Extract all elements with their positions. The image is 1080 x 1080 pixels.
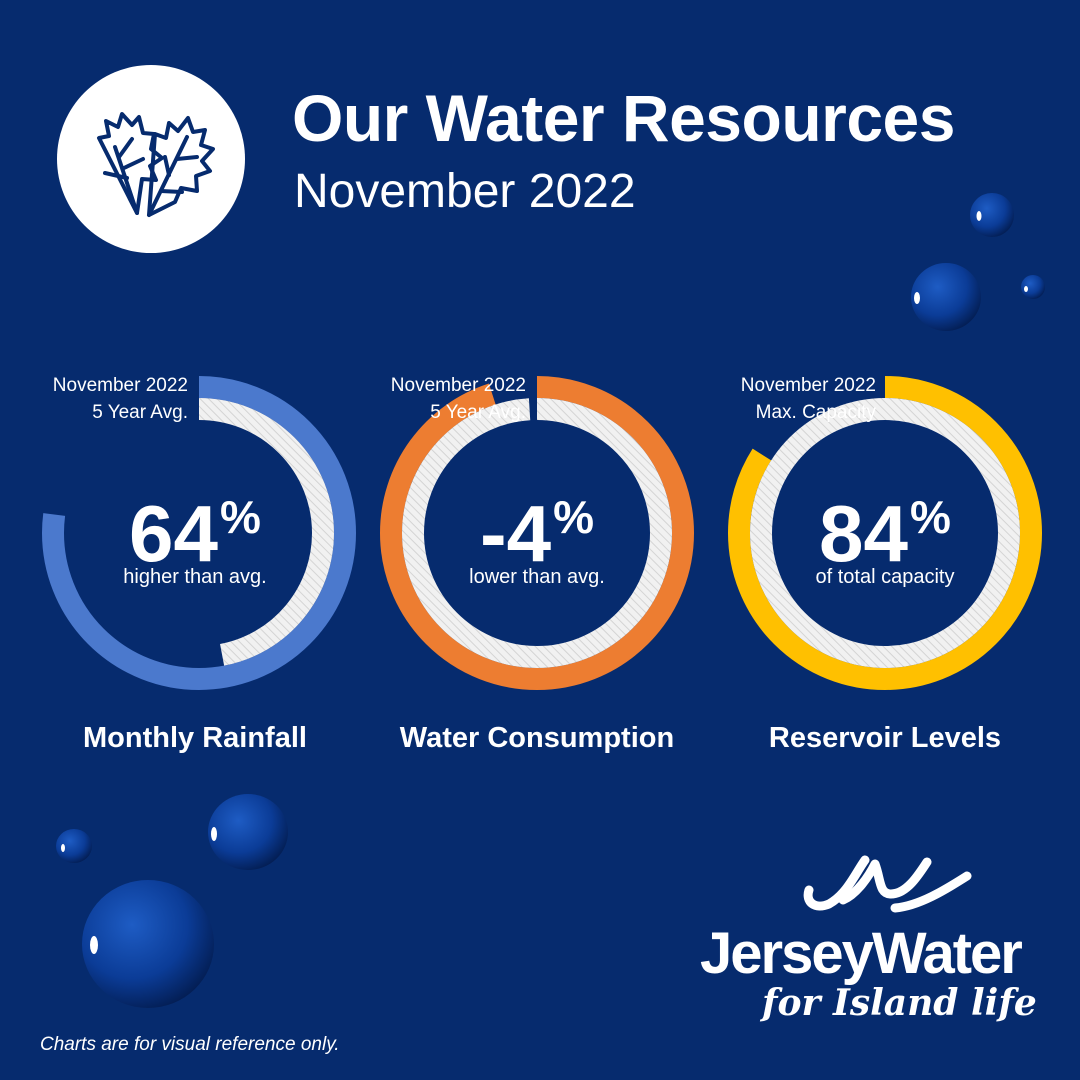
headline-number: 64	[129, 489, 219, 578]
headline-number: 84	[819, 489, 909, 578]
gauge-monthly-rainfall: November 2022 5 Year Avg. 64% higher tha…	[30, 370, 360, 770]
gauge-label: Water Consumption	[399, 722, 675, 754]
wave-logo-icon	[803, 855, 972, 913]
legend-entry-reference: 5 Year Avg.	[430, 402, 526, 423]
ring-current-arc	[728, 376, 1042, 690]
legend: November 2022 5 Year Avg.	[391, 372, 526, 426]
donut-chart	[42, 376, 356, 690]
donut-chart	[728, 376, 1042, 690]
footnote: Charts are for visual reference only.	[40, 1034, 340, 1055]
page-subtitle: November 2022	[294, 165, 636, 218]
brand-name: JerseyWater	[700, 921, 1023, 986]
gauge-label: Monthly Rainfall	[83, 722, 307, 754]
headline-value: 64%	[30, 488, 360, 580]
brand-tagline: for Island life	[762, 982, 1037, 1024]
donut-chart	[380, 376, 694, 690]
legend-entry-current: November 2022	[390, 375, 526, 396]
headline-description: higher than avg.	[123, 566, 267, 588]
headline-description: lower than avg.	[469, 566, 605, 588]
gauge-reservoir-levels: November 2022 Max. Capacity 84% of total…	[720, 370, 1050, 770]
headline-unit: %	[553, 491, 595, 543]
legend-entry-current: November 2022	[52, 375, 188, 396]
headline-value: -4%	[372, 488, 702, 580]
headline-unit: %	[220, 491, 261, 543]
autumn-leaves-icon	[97, 112, 215, 217]
ring-reference-arc	[64, 398, 334, 668]
headline-number: -4	[479, 489, 552, 578]
legend-entry-reference: 5 Year Avg.	[92, 402, 188, 423]
ring-current-arc	[42, 376, 356, 690]
headline-description: of total capacity	[815, 566, 955, 588]
badge	[57, 65, 245, 253]
page-title: Our Water Resources	[292, 81, 955, 155]
legend-entry-current: November 2022	[740, 375, 876, 396]
headline-value: 84%	[720, 488, 1050, 580]
headline-unit: %	[910, 491, 951, 543]
gauge-water-consumption: November 2022 5 Year Avg. -4% lower than…	[372, 370, 702, 770]
gauge-label: Reservoir Levels	[768, 722, 1002, 754]
ring-reference-arc	[402, 398, 672, 668]
ring-current-arc	[380, 376, 694, 690]
legend: November 2022 Max. Capacity	[741, 372, 876, 426]
ring-reference-arc	[750, 398, 1020, 668]
droplet-icon	[56, 193, 1045, 1008]
legend: November 2022 5 Year Avg.	[53, 372, 188, 426]
legend-entry-reference: Max. Capacity	[755, 402, 876, 423]
